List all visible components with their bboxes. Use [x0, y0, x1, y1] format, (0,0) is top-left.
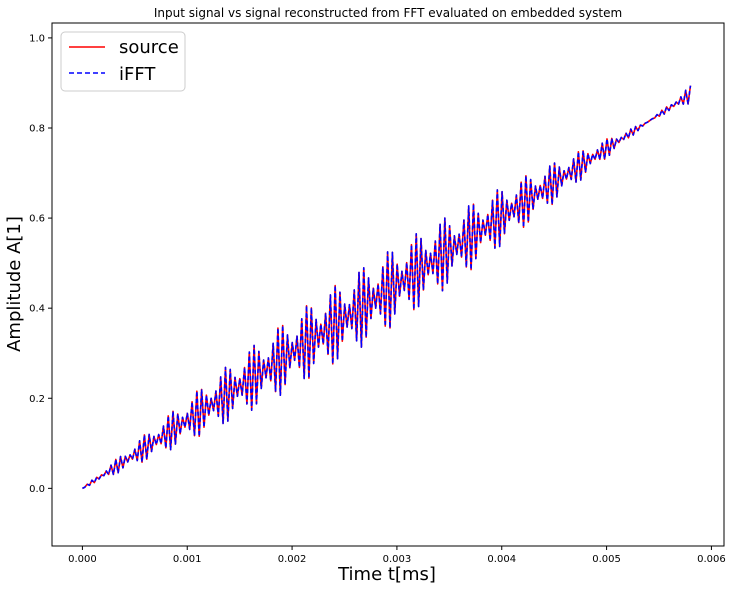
legend: source iFFT [60, 31, 186, 92]
y-tick-label: 0.4 [29, 304, 45, 315]
x-tick-label: 0.006 [697, 554, 726, 565]
series-line-ifft [82, 85, 692, 490]
y-tick-label: 0.6 [29, 214, 45, 225]
x-tick-label: 0.004 [487, 554, 516, 565]
y-tick-label: 0.0 [29, 484, 45, 495]
series-layer [82, 85, 692, 490]
y-tick-label: 0.2 [29, 394, 45, 405]
x-tick-label: 0.000 [68, 554, 97, 565]
y-tick-label: 1.0 [29, 33, 45, 44]
y-axis-label: Amplitude A[1] [4, 216, 25, 352]
x-axis-ticks: 0.000 0.001 0.002 0.003 0.004 0.005 0.006 [68, 546, 726, 565]
chart-title: Input signal vs signal reconstructed fro… [154, 6, 622, 20]
x-axis-label: Time t[ms] [337, 564, 436, 585]
legend-label-ifft: iFFT [119, 64, 156, 85]
y-axis-ticks: 0.0 0.2 0.4 0.6 0.8 1.0 [29, 33, 52, 495]
x-tick-label: 0.001 [173, 554, 202, 565]
plot-area [51, 22, 725, 547]
x-tick-label: 0.003 [383, 554, 412, 565]
y-tick-label: 0.8 [29, 123, 45, 134]
x-tick-label: 0.005 [592, 554, 621, 565]
legend-label-source: source [119, 37, 179, 58]
x-tick-label: 0.002 [278, 554, 307, 565]
